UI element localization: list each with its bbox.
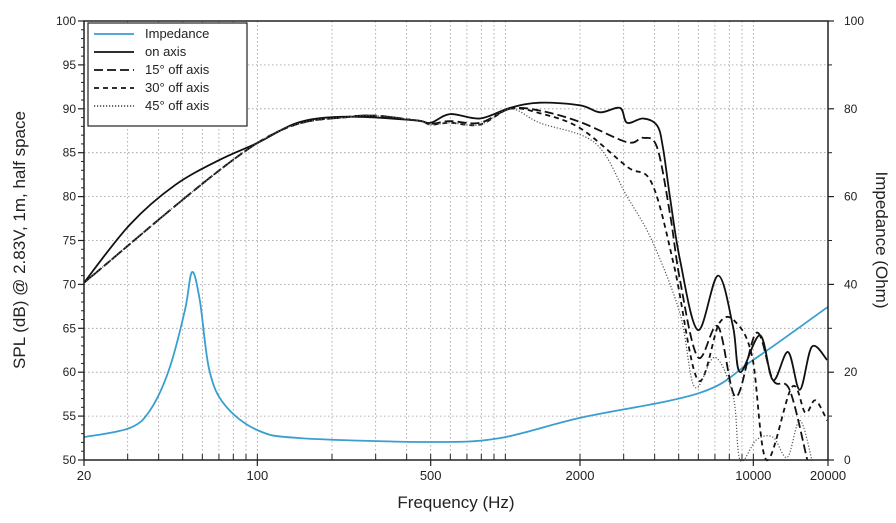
y-tick-label: 80 [63, 190, 77, 204]
y-tick-label: 95 [63, 58, 77, 72]
legend-label: on axis [145, 44, 187, 59]
y2-axis-label: Impedance (Ohm) [872, 172, 891, 309]
y2-tick-label: 0 [844, 453, 851, 467]
legend-label: 45° off axis [145, 98, 210, 113]
y-tick-label: 55 [63, 409, 77, 423]
legend-box [87, 22, 248, 127]
y-tick-label: 90 [63, 102, 77, 116]
series-line-2 [83, 107, 809, 461]
x-tick-label: 2000 [566, 468, 595, 483]
x-tick-label: 100 [246, 468, 268, 483]
y-tick-label: 60 [63, 365, 77, 379]
y2-tick-label: 20 [844, 365, 858, 379]
series-line-4 [83, 108, 813, 462]
y-axis-label: SPL (dB) @ 2.83V, 1m, half space [10, 111, 29, 369]
series-group [83, 101, 829, 462]
y2-tick-label: 100 [844, 14, 864, 28]
y2-tick-label: 60 [844, 190, 858, 204]
y-tick-label: 75 [63, 234, 77, 248]
series-line-3 [83, 107, 828, 461]
x-tick-label: 20 [77, 468, 91, 483]
x-axis-label: Frequency (Hz) [397, 493, 514, 512]
x-tick-label: 20000 [810, 468, 846, 483]
series-line-0 [83, 271, 829, 443]
legend-label: 30° off axis [145, 80, 210, 95]
legend-label: Impedance [145, 26, 209, 41]
ticks: 50 55 60 65 70 75 80 85 90 95 100 0 20 40 60 80 100 20 100… [56, 14, 864, 483]
y2-tick-label: 40 [844, 277, 858, 291]
x-tick-label: 10000 [735, 468, 771, 483]
y-tick-label: 70 [63, 277, 77, 291]
series-line-1 [83, 101, 828, 391]
x-tick-label: 500 [420, 468, 442, 483]
y2-tick-label: 80 [844, 102, 858, 116]
y-tick-label: 65 [63, 321, 77, 335]
legend: Impedance on axis 15° off axis 30° off axis… [87, 22, 248, 127]
legend-label: 15° off axis [145, 62, 210, 77]
y-tick-label: 85 [63, 146, 77, 160]
y-tick-label: 50 [63, 453, 77, 467]
y-tick-label: 100 [56, 14, 76, 28]
grid [84, 21, 828, 460]
